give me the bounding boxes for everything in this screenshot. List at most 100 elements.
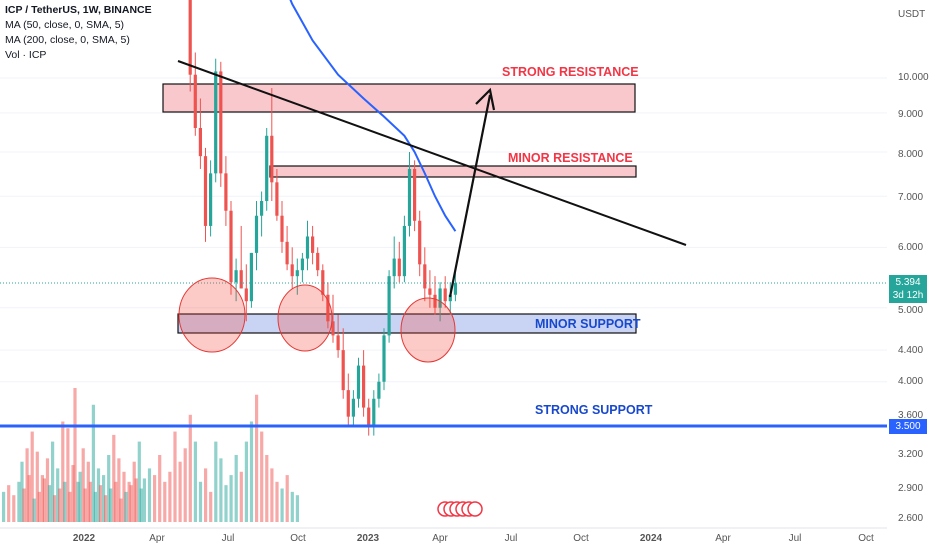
volume-bar — [255, 394, 259, 522]
candle — [316, 247, 320, 277]
price-tick: 3.200 — [898, 449, 923, 460]
candle — [290, 247, 294, 289]
volume-bar — [139, 488, 143, 522]
volume-bars — [2, 388, 299, 522]
candle — [285, 225, 289, 271]
volume-bar — [127, 481, 131, 522]
support-circle-1[interactable] — [178, 277, 246, 353]
candle — [326, 282, 330, 329]
volume-bar — [224, 485, 228, 522]
volume-bar — [47, 485, 52, 522]
candle — [214, 58, 218, 183]
volume-bar — [163, 481, 167, 522]
candle — [407, 151, 412, 237]
candle — [413, 160, 417, 232]
volume-bar — [280, 488, 284, 522]
volume-bar — [32, 498, 36, 522]
time-tick: Oct — [858, 533, 874, 544]
volume-bar — [124, 491, 128, 522]
candle — [448, 282, 452, 315]
candle — [331, 294, 335, 343]
strong-resistance-zone[interactable] — [162, 83, 636, 113]
indicator-ma200[interactable]: MA (200, close, 0, SMA, 5) — [5, 34, 130, 46]
volume-bar — [88, 481, 92, 522]
volume-bar — [7, 485, 11, 522]
candle — [443, 276, 447, 308]
volume-bar — [142, 478, 146, 522]
volume-bar — [63, 481, 67, 522]
candle — [356, 357, 361, 408]
time-tick: Apr — [715, 533, 731, 544]
candle — [229, 201, 233, 295]
candle — [193, 52, 197, 136]
candle — [397, 241, 401, 283]
volume-bar — [244, 441, 248, 522]
price-tick: 5.000 — [898, 305, 923, 316]
volume-bar — [173, 431, 177, 522]
ma50-line — [289, 0, 457, 232]
volume-bar — [109, 488, 113, 522]
volume-bar — [96, 468, 101, 522]
volume-bar — [42, 478, 46, 522]
time-tick: 2022 — [73, 533, 96, 544]
volume-bar — [198, 481, 203, 522]
volume-bar — [147, 468, 152, 522]
volume-bar — [98, 485, 103, 522]
volume-bar — [2, 491, 6, 522]
volume-bar — [168, 471, 172, 522]
current-price-tag[interactable]: 5.394 3d 12h — [889, 275, 927, 303]
descending-trendline[interactable] — [177, 60, 687, 246]
candle — [209, 160, 213, 237]
current-price-value: 5.394 — [895, 277, 921, 288]
strong-support-label: STRONG SUPPORT — [535, 403, 653, 417]
volume-bar — [260, 431, 264, 522]
candle — [244, 264, 248, 322]
price-tick: 10.000 — [898, 72, 929, 83]
volume-bar — [117, 458, 121, 522]
volume-bar — [275, 481, 279, 522]
candle — [280, 201, 284, 253]
volume-bar — [193, 441, 197, 522]
price-axis[interactable]: USDT 10.000 9.000 8.000 7.000 6.000 5.00… — [898, 9, 929, 524]
volume-bar — [214, 441, 218, 522]
support-circle-2[interactable] — [277, 284, 333, 352]
minor-resistance-zone[interactable] — [269, 165, 637, 178]
volume-bar — [61, 421, 65, 522]
volume-bar — [129, 485, 133, 522]
candles — [188, 0, 457, 436]
time-tick: Apr — [432, 533, 448, 544]
volume-bar — [20, 461, 24, 522]
time-tick: 2023 — [357, 533, 380, 544]
volume-bar — [234, 455, 238, 522]
volume-bar — [183, 448, 187, 522]
indicator-volume[interactable]: Vol · ICP — [5, 49, 47, 61]
symbol-title[interactable]: ICP / TetherUS, 1W, BINANCE — [5, 4, 152, 16]
volume-bar — [112, 434, 116, 522]
candle — [249, 252, 253, 308]
indicator-ma50[interactable]: MA (50, close, 0, SMA, 5) — [5, 19, 125, 31]
volume-bar — [93, 491, 97, 522]
support-circle-3[interactable] — [400, 297, 456, 363]
candle — [346, 373, 350, 426]
minor-support-zone[interactable] — [177, 313, 637, 334]
price-tick: 4.400 — [898, 345, 923, 356]
candle — [387, 270, 391, 343]
volume-bar — [119, 498, 123, 522]
volume-bar — [81, 448, 85, 522]
event-markers — [437, 501, 483, 517]
time-axis[interactable]: 2022 Apr Jul Oct 2023 Apr Jul Oct 2024 A… — [0, 527, 887, 544]
candle — [265, 127, 269, 211]
projection-arrow[interactable] — [448, 87, 496, 298]
time-tick: Apr — [149, 533, 165, 544]
volume-bar — [153, 475, 157, 522]
support-price-tag[interactable]: 3.500 — [889, 419, 927, 434]
candle — [377, 373, 381, 408]
candle — [321, 264, 325, 302]
volume-bar — [91, 404, 95, 522]
time-tick: Jul — [222, 533, 235, 544]
support-price-value: 3.500 — [895, 421, 921, 432]
volume-bar — [239, 471, 243, 522]
candle — [367, 398, 371, 436]
legend-panel: ICP / TetherUS, 1W, BINANCE MA (50, clos… — [5, 3, 152, 63]
